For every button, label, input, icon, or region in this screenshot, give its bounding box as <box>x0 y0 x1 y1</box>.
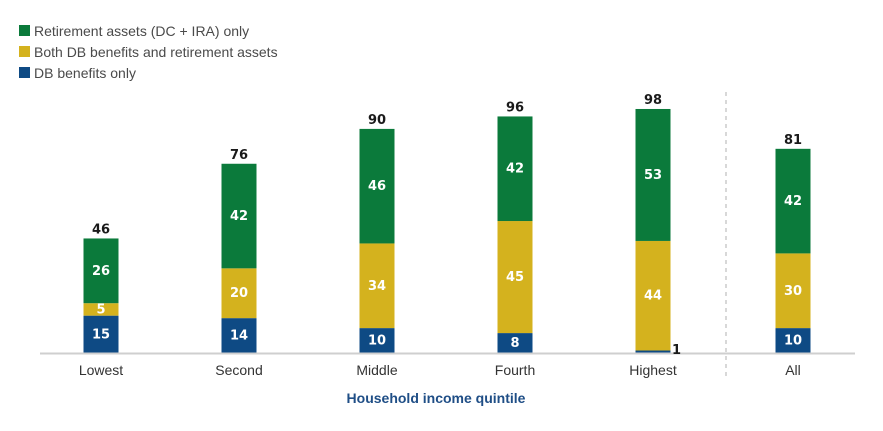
legend-label: Both DB benefits and retirement assets <box>34 43 278 60</box>
bar-segment-fourth-series-2 <box>497 116 533 222</box>
x-tick-label: Highest <box>629 362 677 378</box>
legend-item-db-only: DB benefits only <box>19 62 278 83</box>
segment-value-label: 26 <box>92 264 110 279</box>
legend-label: DB benefits only <box>34 64 136 81</box>
total-value-label: 90 <box>368 113 386 128</box>
x-axis-title: Household income quintile <box>347 390 526 406</box>
bar-segment-lowest-series-2 <box>83 238 119 304</box>
segment-value-label: 45 <box>506 270 524 285</box>
x-tick-label: Lowest <box>79 362 123 378</box>
legend-swatch-yellow <box>19 46 30 57</box>
x-tick-label: All <box>785 362 801 378</box>
bars-group <box>83 108 811 353</box>
x-tick-label: Second <box>215 362 262 378</box>
bar-segment-lowest-series-0 <box>83 315 119 353</box>
bar-segment-fourth-series-1 <box>497 221 533 334</box>
bar-segment-fourth-series-0 <box>497 333 533 353</box>
legend-label: Retirement assets (DC + IRA) only <box>34 22 250 39</box>
segment-value-label: 8 <box>510 336 519 351</box>
segment-value-label: 42 <box>784 194 802 209</box>
total-value-label: 81 <box>784 133 802 148</box>
bar-segment-all-series-0 <box>775 328 811 353</box>
segment-value-label: 20 <box>230 286 248 301</box>
bar-segment-lowest-series-1 <box>83 303 119 316</box>
x-tick-label: Middle <box>356 362 397 378</box>
bar-segment-middle-series-0 <box>359 328 395 353</box>
total-value-label: 76 <box>230 148 248 163</box>
legend-swatch-green <box>19 25 30 36</box>
labels-group: 15 5 26 46 Lowest 14 20 42 76 Second 10 34 46 90 Middl… <box>79 93 802 378</box>
segment-value-label: 10 <box>368 334 386 349</box>
total-value-label: 98 <box>644 93 662 108</box>
bar-segment-second-series-1 <box>221 268 257 319</box>
segment-value-label: 15 <box>92 327 110 342</box>
bar-segment-all-series-2 <box>775 148 811 254</box>
bar-segment-middle-series-1 <box>359 243 395 329</box>
segment-value-label: 42 <box>506 162 524 177</box>
legend-item-both: Both DB benefits and retirement assets <box>19 41 278 62</box>
total-value-label: 96 <box>506 100 524 115</box>
bar-segment-highest-series-1 <box>635 240 671 351</box>
bar-segment-highest-series-0 <box>635 350 671 353</box>
x-tick-label: Fourth <box>495 362 535 378</box>
segment-value-label: 1 <box>672 343 681 358</box>
segment-value-label: 5 <box>96 302 105 317</box>
segment-value-label: 42 <box>230 209 248 224</box>
segment-value-label: 30 <box>784 284 802 299</box>
bar-segment-second-series-0 <box>221 318 257 353</box>
segment-value-label: 44 <box>644 289 662 304</box>
segment-value-label: 46 <box>368 179 386 194</box>
total-value-label: 46 <box>92 222 110 237</box>
bar-segment-middle-series-2 <box>359 128 395 244</box>
segment-value-label: 34 <box>368 279 386 294</box>
segment-value-label: 53 <box>644 168 662 183</box>
segment-value-label: 14 <box>230 329 248 344</box>
legend-swatch-blue <box>19 67 30 78</box>
bar-segment-all-series-1 <box>775 253 811 329</box>
segment-value-label: 10 <box>784 334 802 349</box>
legend-item-retirement-assets-only: Retirement assets (DC + IRA) only <box>19 20 278 41</box>
bar-segment-second-series-2 <box>221 163 257 269</box>
legend: Retirement assets (DC + IRA) only Both D… <box>19 20 278 83</box>
bar-segment-highest-series-2 <box>635 108 671 241</box>
